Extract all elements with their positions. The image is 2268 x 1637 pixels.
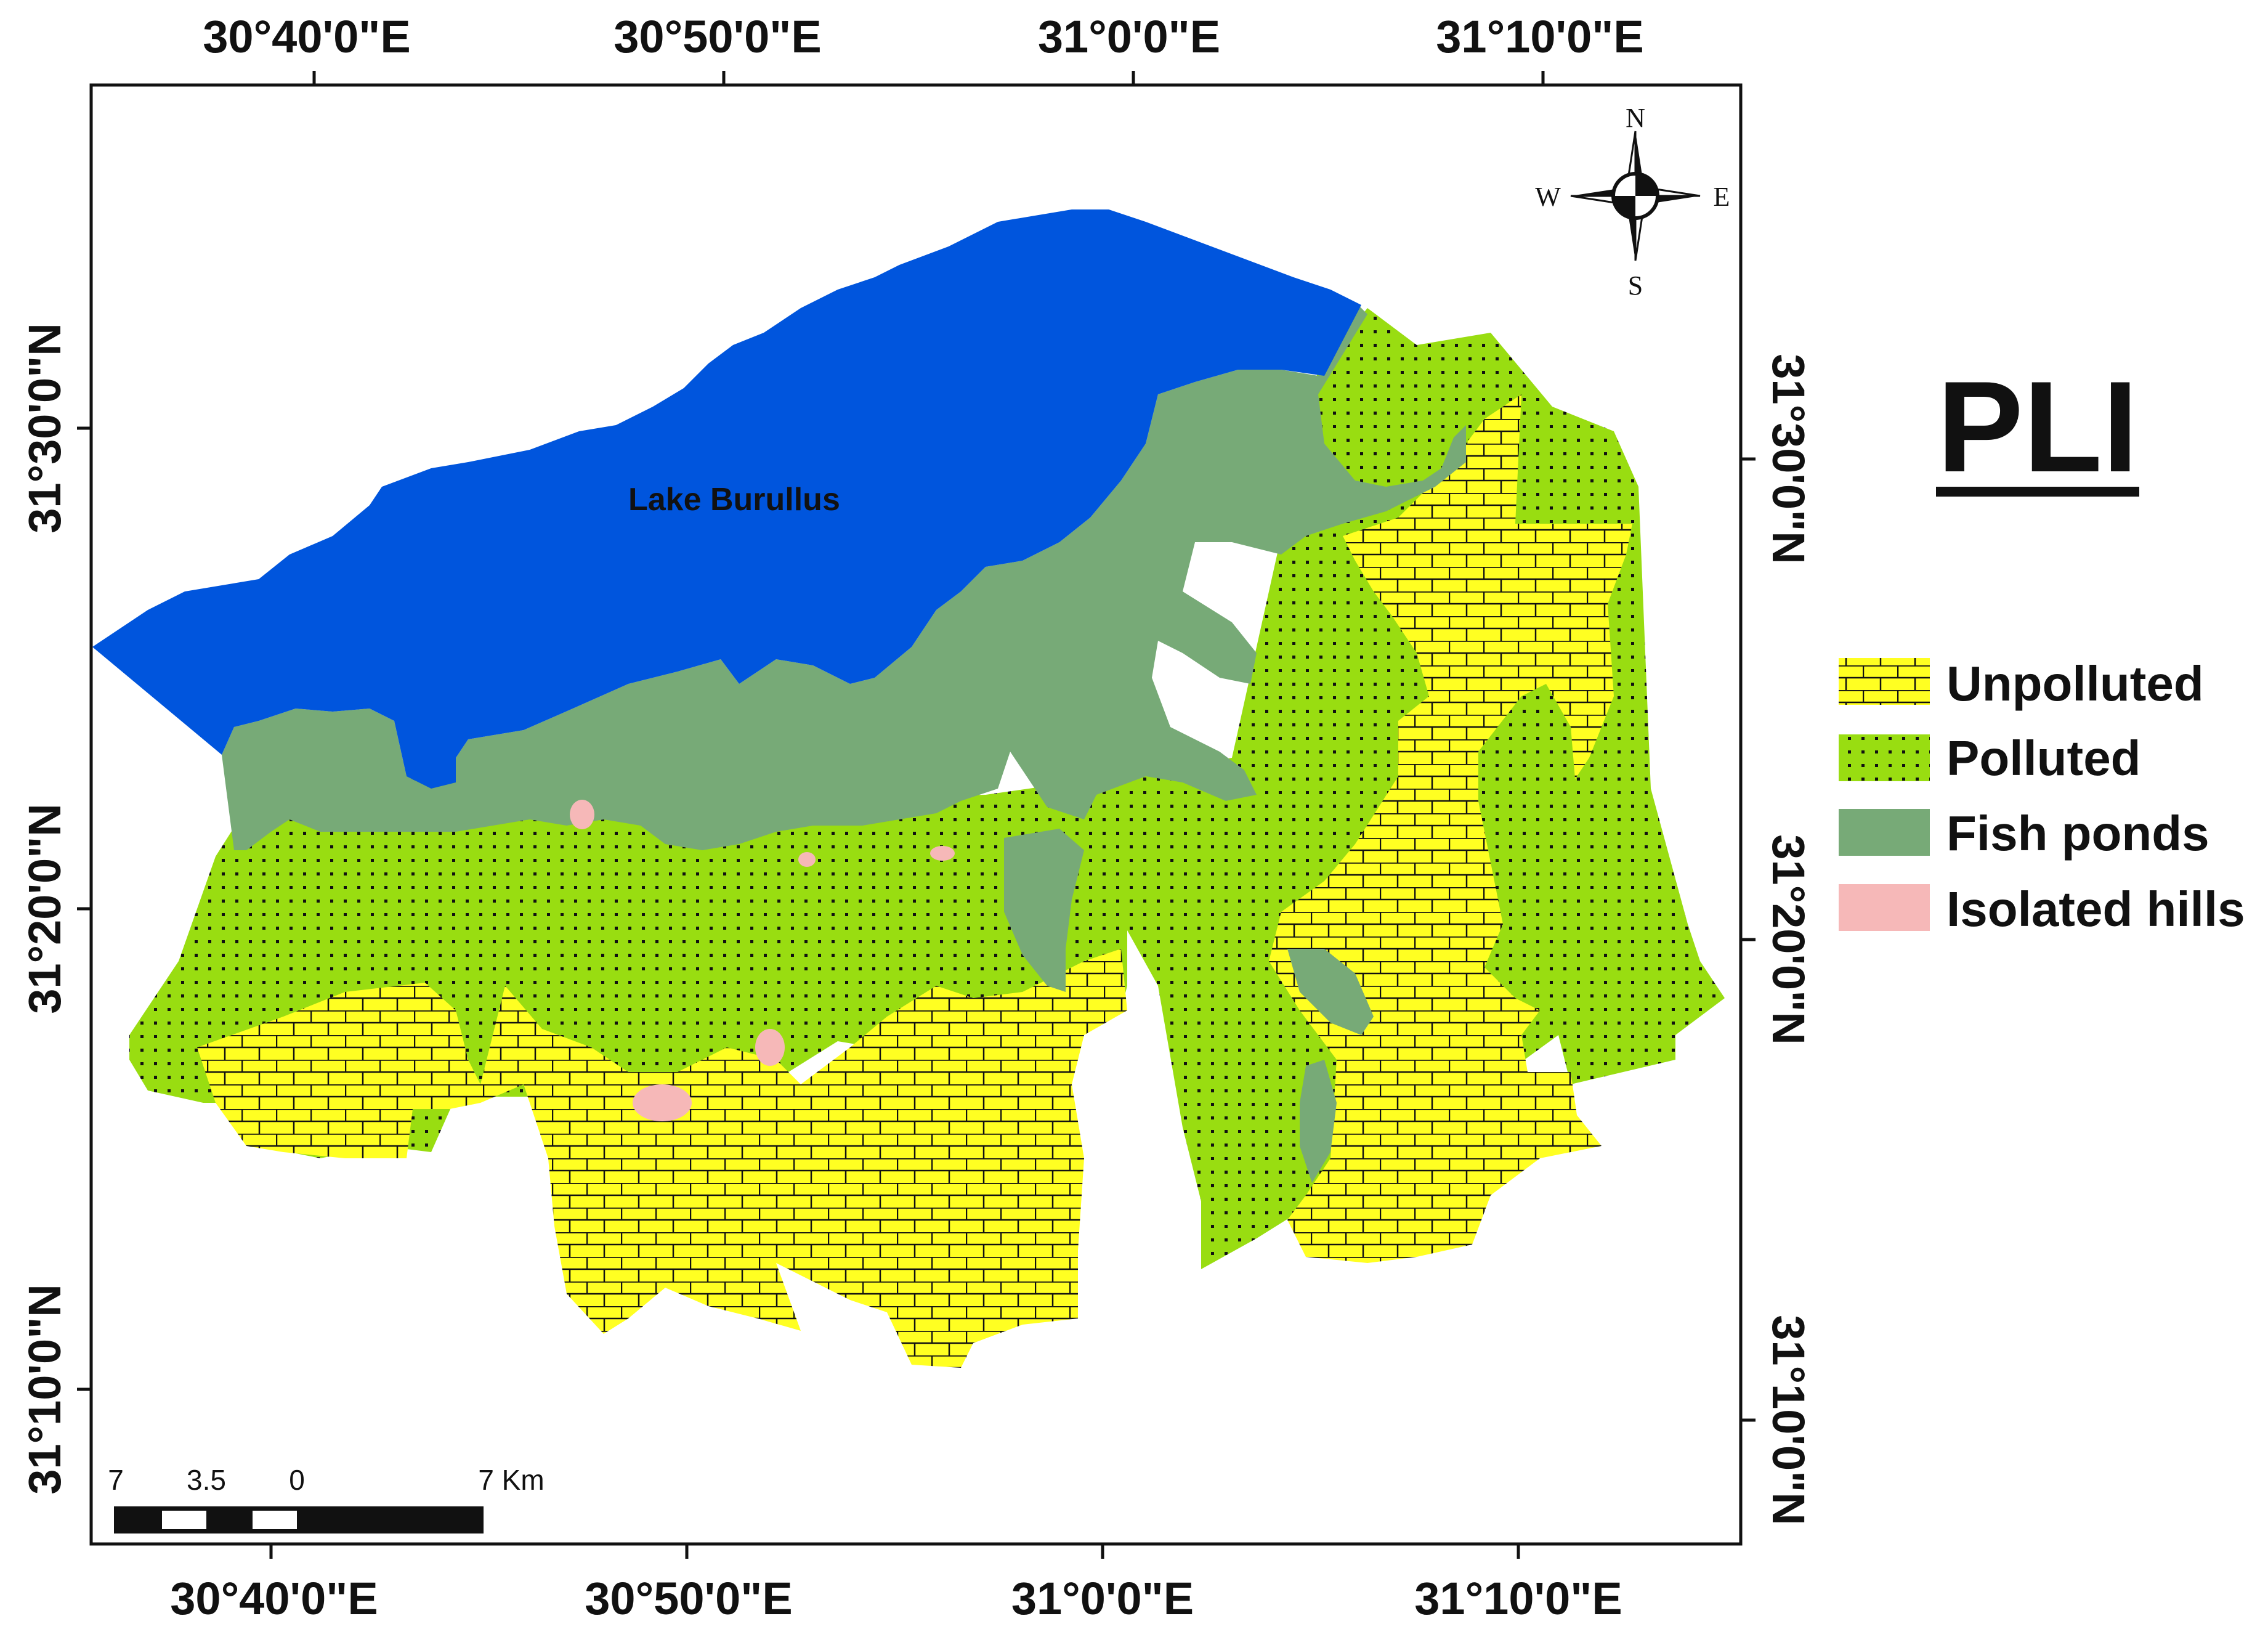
top-lon-label-4: 31°10'0"E bbox=[1436, 11, 1643, 62]
bottom-lon-label-4: 31°10'0"E bbox=[1414, 1573, 1622, 1624]
legend-label-unpolluted: Unpolluted bbox=[1946, 656, 2204, 711]
fish-ponds-patch-3 bbox=[1300, 1060, 1337, 1183]
title-text: PLI bbox=[1937, 354, 2139, 499]
legend-swatch-polluted bbox=[1839, 734, 1930, 781]
map-title: PLI bbox=[1936, 354, 2139, 499]
isolated-hill-1 bbox=[570, 800, 594, 829]
unpolluted-region-west bbox=[197, 949, 1127, 1368]
bottom-lon-label-3: 31°0'0"E bbox=[1011, 1573, 1194, 1624]
legend: Unpolluted Polluted Fish ponds Isolated … bbox=[1839, 656, 2245, 936]
scale-label-4: 7 Km bbox=[478, 1464, 544, 1496]
fish-ponds-patch-2 bbox=[1287, 949, 1374, 1035]
isolated-hill-3 bbox=[930, 846, 955, 861]
map-frame bbox=[89, 83, 1743, 1546]
unpolluted-region-east bbox=[1269, 394, 1632, 1263]
isolated-hill-5 bbox=[633, 1084, 692, 1121]
top-lon-label-1: 30°40'0"E bbox=[203, 11, 410, 62]
legend-swatch-isolated-hills bbox=[1839, 884, 1930, 931]
compass-rose-icon: N S E W bbox=[1535, 103, 1730, 301]
fish-ponds-region bbox=[222, 302, 1466, 850]
isolated-hill-4 bbox=[755, 1029, 785, 1066]
compass-n-label: N bbox=[1626, 103, 1645, 133]
scale-label-1: 7 bbox=[108, 1464, 124, 1496]
isolated-hill-2 bbox=[798, 852, 816, 867]
map-body: Lake Burullus bbox=[92, 209, 1725, 1368]
legend-label-isolated-hills: Isolated hills bbox=[1946, 882, 2245, 936]
legend-swatch-unpolluted bbox=[1839, 658, 1930, 705]
top-lon-label-2: 30°50'0"E bbox=[614, 11, 821, 62]
bottom-lon-label-2: 30°50'0"E bbox=[585, 1573, 792, 1624]
compass-s-label: S bbox=[1628, 270, 1643, 301]
scale-label-2: 3.5 bbox=[187, 1464, 226, 1496]
left-lat-label-2: 31°20'0"N bbox=[19, 803, 70, 1014]
legend-label-polluted: Polluted bbox=[1946, 731, 2141, 786]
compass-w-label: W bbox=[1535, 182, 1561, 212]
fish-ponds-patch-1 bbox=[1004, 829, 1084, 992]
grid-ticks bbox=[77, 71, 1756, 1559]
top-lon-label-3: 31°0'0"E bbox=[1038, 11, 1220, 62]
left-lat-label-3: 31°10'0"N bbox=[19, 1284, 70, 1495]
right-lat-label-2: 31°20'0"N bbox=[1763, 834, 1814, 1045]
legend-swatch-fish-ponds bbox=[1839, 809, 1930, 856]
right-lat-label-1: 31°30'0"N bbox=[1763, 354, 1814, 564]
polluted-region-east-strip bbox=[1478, 684, 1583, 973]
scale-bar: 7 3.5 0 7 Km bbox=[108, 1464, 545, 1533]
right-lat-label-3: 31°10'0"N bbox=[1763, 1315, 1814, 1525]
bottom-lon-label-1: 30°40'0"E bbox=[170, 1573, 378, 1624]
scale-label-3: 0 bbox=[289, 1464, 305, 1496]
compass-e-label: E bbox=[1714, 182, 1730, 212]
legend-label-fish-ponds: Fish ponds bbox=[1946, 806, 2209, 861]
left-lat-label-1: 31°30'0"N bbox=[19, 323, 70, 534]
lake-burullus-region bbox=[92, 209, 1361, 789]
lake-label: Lake Burullus bbox=[628, 482, 840, 518]
